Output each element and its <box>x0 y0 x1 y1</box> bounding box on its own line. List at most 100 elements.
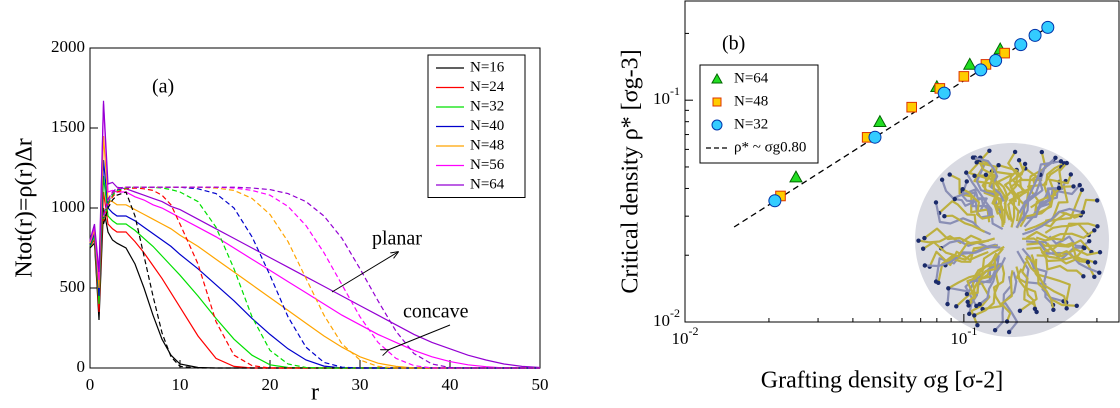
strand-end <box>1097 270 1102 275</box>
marker-circle <box>711 119 723 131</box>
strand-end <box>1012 149 1018 155</box>
x-tick-label: 10-1 <box>950 324 977 348</box>
legend-label: N=48 <box>734 93 768 109</box>
strand-end <box>1017 308 1023 314</box>
marker-circle <box>974 63 988 77</box>
marker-square <box>999 47 1010 59</box>
y-tick-label: 1500 <box>51 117 85 136</box>
strand-end <box>960 187 965 192</box>
strand-end <box>936 280 941 285</box>
strand-end <box>947 172 952 177</box>
strand-end <box>916 238 921 243</box>
y-tick-label: 1000 <box>51 197 85 216</box>
strand-end <box>920 246 926 251</box>
marker-square <box>958 71 970 82</box>
strand-end <box>964 170 969 175</box>
strand <box>998 164 1019 203</box>
strand-end <box>965 299 970 305</box>
strand <box>1041 247 1089 264</box>
legend-label: N=24 <box>470 79 505 95</box>
strand-end <box>987 148 992 153</box>
strand-end <box>1085 259 1091 265</box>
strand-end <box>939 177 945 182</box>
strand <box>967 247 1004 307</box>
strand-end <box>1082 245 1087 251</box>
strand-end <box>1022 161 1028 167</box>
marker-circle <box>1028 28 1042 42</box>
strand <box>1025 255 1055 311</box>
marker-circle <box>989 53 1003 67</box>
strand <box>918 234 982 244</box>
strand-end <box>1092 274 1097 280</box>
strand <box>964 255 1000 307</box>
annotation: concave <box>403 301 469 323</box>
legend-label: N=56 <box>470 157 505 173</box>
strand-end <box>1039 149 1045 155</box>
strand <box>1022 207 1084 236</box>
x-tick-label: 10-2 <box>672 324 699 348</box>
strand-end <box>1053 155 1058 160</box>
y-tick-label: 0 <box>77 357 86 376</box>
strand-end <box>933 200 939 205</box>
legend-label: N=16 <box>470 59 505 75</box>
strand-end <box>977 301 982 307</box>
marker-circle <box>1014 38 1028 52</box>
strand-end <box>1081 274 1086 279</box>
strand-end <box>1051 307 1056 313</box>
strand <box>938 200 977 227</box>
strand <box>966 259 997 296</box>
strand-end <box>952 196 957 202</box>
y-tick-label: 2000 <box>51 37 85 56</box>
strand <box>966 263 996 303</box>
marker-triangle <box>962 57 977 70</box>
strand <box>1000 270 1014 322</box>
strand-end <box>974 160 979 165</box>
strand-end <box>1077 182 1082 188</box>
annotation: (b) <box>722 33 745 55</box>
strand-end <box>1092 228 1097 233</box>
strand-end <box>975 322 980 328</box>
strand <box>1029 162 1068 218</box>
annotation-arrow <box>331 252 398 293</box>
strand <box>1035 222 1090 242</box>
marker-triangle <box>789 170 803 183</box>
annotation: (a) <box>152 76 174 98</box>
strand-end <box>964 179 969 184</box>
strand-end <box>974 303 979 309</box>
strand-end <box>922 235 927 241</box>
strand-end <box>983 172 989 178</box>
marker-triangle <box>873 114 887 127</box>
marker-circle <box>937 86 951 100</box>
strand-end <box>970 155 976 160</box>
strand-end <box>967 311 972 317</box>
legend-label: N=64 <box>470 176 505 192</box>
marker-square <box>712 97 722 107</box>
strand-end <box>1097 250 1103 255</box>
strand-end <box>1064 306 1069 311</box>
series-line <box>89 207 540 369</box>
strand-end <box>1004 319 1010 324</box>
legend-label: N=64 <box>734 70 769 86</box>
strand-end <box>972 313 977 318</box>
legend-label: N=32 <box>470 98 504 114</box>
strand-end <box>972 173 977 179</box>
strand-end <box>946 286 951 291</box>
strand-end <box>1058 159 1064 164</box>
marker-circle <box>1041 20 1055 34</box>
strand-end <box>1071 184 1076 189</box>
strand <box>982 264 1006 311</box>
x-axis-title: r <box>311 380 319 406</box>
series-line <box>89 100 541 369</box>
x-tick-label: 20 <box>262 375 279 394</box>
strand-end <box>1080 210 1086 215</box>
annotation-arrow <box>388 324 451 350</box>
strand <box>924 245 1001 268</box>
strand-end <box>1087 238 1092 244</box>
strand <box>944 214 986 233</box>
strand-end <box>1079 187 1085 192</box>
x-tick-label: 0 <box>86 375 95 394</box>
strand-end <box>1095 224 1100 229</box>
strand <box>1041 212 1082 228</box>
inset-image <box>915 143 1109 337</box>
